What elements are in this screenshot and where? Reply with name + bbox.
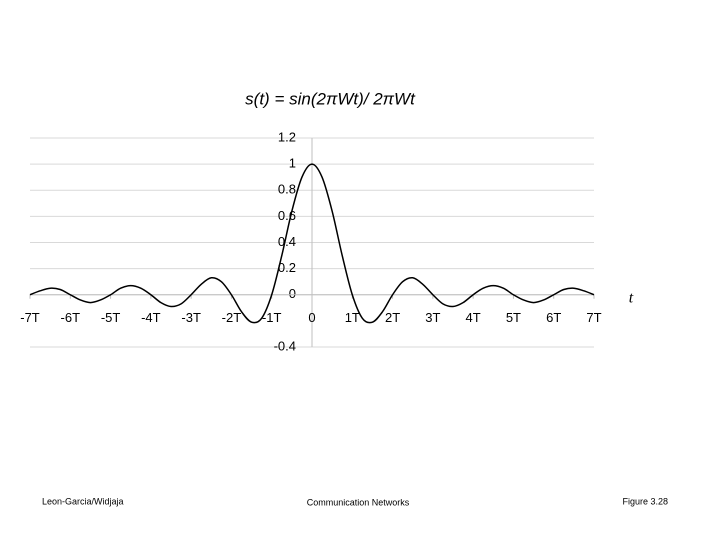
y-tick-label: 0.4 [278, 234, 296, 249]
line-series [29, 163, 595, 324]
chart-title: s(t) = sin(2πWt)/ 2πWt [245, 89, 416, 108]
y-tick-label: 0.2 [278, 260, 296, 275]
x-tick-label: -7T [20, 310, 40, 325]
x-tick-label: 5T [506, 310, 521, 325]
footer-left: Leon-Garcia/Widjaja [42, 496, 124, 506]
x-tick-label: 1T [345, 310, 360, 325]
x-tick-label: 6T [546, 310, 561, 325]
x-tick-label: -5T [101, 310, 121, 325]
footer-center: Communication Networks [307, 497, 410, 507]
x-tick-label: -6T [61, 310, 81, 325]
y-tick-label: 1 [289, 156, 296, 171]
x-tick-label: 2T [385, 310, 400, 325]
x-tick-label: 3T [425, 310, 440, 325]
y-tick-label: 0.6 [278, 208, 296, 223]
y-tick-label: -0.4 [274, 338, 296, 353]
x-tick-label: 4T [466, 310, 481, 325]
x-tick-label: -2T [222, 310, 242, 325]
y-tick-label: 0 [289, 286, 296, 301]
x-tick-label: -4T [141, 310, 161, 325]
x-tick-label: -1T [262, 310, 282, 325]
x-tick-label: -3T [181, 310, 201, 325]
y-tick-label: 0.8 [278, 182, 296, 197]
y-tick-label: 1.2 [278, 129, 296, 144]
footer-right: Figure 3.28 [622, 496, 668, 506]
x-tick-label: 0 [308, 310, 315, 325]
x-axis-label: t [629, 290, 634, 307]
x-tick-label: 7T [586, 310, 601, 325]
